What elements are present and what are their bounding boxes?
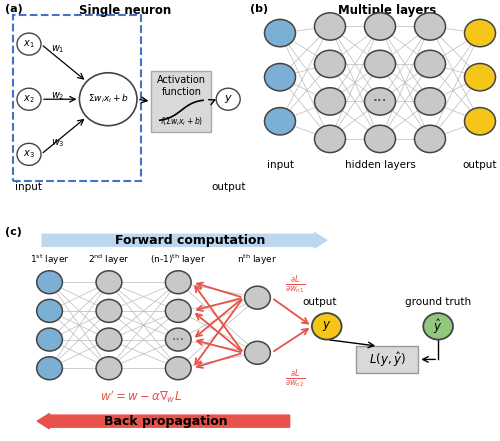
Circle shape: [264, 64, 296, 91]
Circle shape: [80, 73, 137, 126]
Text: (c): (c): [5, 227, 22, 237]
Text: $w_3$: $w_3$: [50, 137, 64, 149]
Circle shape: [364, 125, 396, 153]
Circle shape: [464, 108, 496, 135]
Circle shape: [264, 19, 296, 47]
Circle shape: [414, 50, 446, 78]
Circle shape: [96, 328, 122, 351]
Circle shape: [424, 313, 453, 340]
Circle shape: [17, 88, 41, 110]
Text: $L(y, \hat{y})$: $L(y, \hat{y})$: [369, 350, 406, 369]
Circle shape: [464, 19, 496, 47]
Circle shape: [36, 357, 62, 380]
Circle shape: [96, 271, 122, 294]
Circle shape: [36, 271, 62, 294]
Circle shape: [96, 357, 122, 380]
FancyBboxPatch shape: [152, 71, 212, 132]
Text: output: output: [463, 161, 497, 170]
FancyArrow shape: [37, 414, 290, 429]
Circle shape: [312, 313, 342, 340]
Text: ground truth: ground truth: [405, 297, 471, 307]
Circle shape: [464, 64, 496, 91]
Text: 2$^{\rm nd}$ layer: 2$^{\rm nd}$ layer: [88, 253, 130, 267]
Text: ···: ···: [372, 94, 388, 109]
Text: 1$^{\rm st}$ layer: 1$^{\rm st}$ layer: [30, 253, 69, 267]
Circle shape: [166, 357, 191, 380]
Text: $y$: $y$: [322, 319, 332, 333]
FancyBboxPatch shape: [356, 346, 418, 373]
Circle shape: [414, 88, 446, 115]
Text: $\hat{y}$: $\hat{y}$: [434, 317, 443, 336]
Circle shape: [166, 271, 191, 294]
Text: n$^{\rm th}$ layer: n$^{\rm th}$ layer: [238, 253, 278, 267]
Circle shape: [314, 13, 346, 40]
Text: $y$: $y$: [224, 93, 232, 105]
Text: output: output: [302, 297, 336, 307]
Circle shape: [314, 88, 346, 115]
Circle shape: [17, 143, 41, 165]
Circle shape: [364, 50, 396, 78]
Text: $w_1$: $w_1$: [50, 43, 64, 55]
Text: $\frac{\partial L}{\partial w_{n1}}$: $\frac{\partial L}{\partial w_{n1}}$: [284, 273, 305, 295]
Text: input: input: [16, 183, 42, 192]
Text: ···: ···: [172, 333, 185, 347]
Circle shape: [244, 286, 270, 309]
Circle shape: [414, 13, 446, 40]
Circle shape: [36, 328, 62, 351]
Text: $f(\Sigma w_i x_i + b)$: $f(\Sigma w_i x_i + b)$: [160, 116, 203, 128]
Circle shape: [166, 299, 191, 322]
Text: $\frac{\partial L}{\partial w_{n2}}$: $\frac{\partial L}{\partial w_{n2}}$: [284, 368, 305, 390]
Circle shape: [314, 125, 346, 153]
Text: hidden layers: hidden layers: [344, 161, 416, 170]
FancyArrow shape: [42, 233, 327, 248]
Circle shape: [314, 50, 346, 78]
Circle shape: [364, 88, 396, 115]
Circle shape: [364, 13, 396, 40]
Text: ···: ···: [372, 94, 388, 109]
Circle shape: [17, 33, 41, 55]
Circle shape: [36, 299, 62, 322]
Text: (b): (b): [250, 4, 268, 15]
Text: input: input: [266, 161, 293, 170]
Text: (a): (a): [5, 4, 23, 15]
Text: Activation
function: Activation function: [157, 75, 206, 97]
Text: $x_1$: $x_1$: [23, 38, 35, 50]
Text: Multiple layers: Multiple layers: [338, 4, 436, 17]
Text: (n-1)$^{\rm th}$ layer: (n-1)$^{\rm th}$ layer: [150, 253, 206, 267]
Text: $x_3$: $x_3$: [23, 149, 35, 160]
Circle shape: [264, 108, 296, 135]
Circle shape: [166, 328, 191, 351]
Text: output: output: [211, 183, 246, 192]
Circle shape: [414, 125, 446, 153]
Text: Forward computation: Forward computation: [116, 234, 266, 247]
Text: $x_2$: $x_2$: [23, 93, 35, 105]
Circle shape: [216, 88, 240, 110]
Text: $w' = w - \alpha\nabla_w L$: $w' = w - \alpha\nabla_w L$: [100, 389, 182, 405]
Circle shape: [244, 341, 270, 364]
Text: Back propagation: Back propagation: [104, 415, 228, 428]
Circle shape: [96, 299, 122, 322]
Text: $w_2$: $w_2$: [50, 90, 64, 102]
Text: $\Sigma w_i x_i + b$: $\Sigma w_i x_i + b$: [88, 93, 128, 105]
Text: Single neuron: Single neuron: [79, 4, 171, 17]
